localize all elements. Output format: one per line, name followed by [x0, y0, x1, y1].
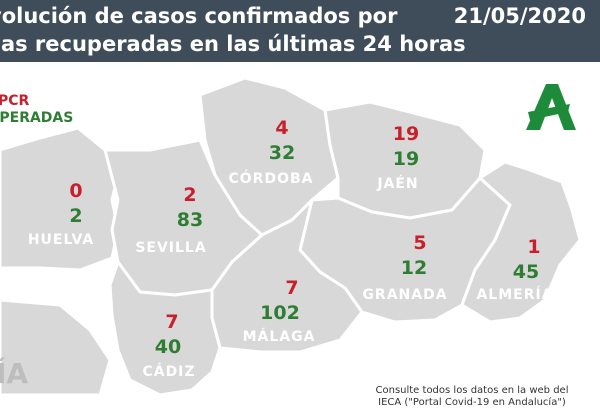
malaga-recovered: 102 [260, 302, 300, 324]
sevilla-pcr: 2 [183, 184, 197, 206]
almeria-pcr: 1 [527, 236, 541, 258]
huelva-recovered: 2 [69, 205, 83, 227]
footnote-line-1: Consulte todos los datos en la web del [375, 385, 569, 396]
portugal-strip [0, 298, 112, 397]
cadiz-pcr: 7 [165, 311, 179, 333]
jaen-pcr: 19 [392, 123, 420, 145]
cordoba-pcr: 4 [275, 117, 289, 139]
granada-recovered: 12 [400, 257, 428, 279]
legend-recovered: UPERADAS [0, 110, 74, 126]
almeria-recovered: 45 [512, 261, 540, 283]
province-shape-cadiz [108, 260, 222, 397]
province-shape-almeria [460, 160, 582, 324]
malaga-pcr: 7 [285, 277, 299, 299]
region-partial-label: ÍA [0, 357, 29, 390]
sevilla-recovered: 83 [176, 209, 204, 231]
cadiz-recovered: 40 [154, 336, 182, 358]
almeria-label: ALMERÍA [476, 287, 554, 303]
title-line-2: nas recuperadas en las últimas 24 horas [0, 32, 466, 56]
huelva-label: HUELVA [27, 232, 95, 248]
cordoba-recovered: 32 [268, 142, 296, 164]
cadiz-label: CÁDIZ [142, 364, 196, 380]
granada-pcr: 5 [413, 232, 427, 254]
footnote: Consulte todos los datos en la web del I… [366, 385, 578, 409]
malaga-label: MÁLAGA [242, 329, 316, 345]
sevilla-label: SEVILLA [135, 240, 207, 256]
legend-pcr: PCR [0, 93, 30, 109]
granada-label: GRANADA [362, 287, 448, 303]
junta-de-andalucia-logo-icon [526, 84, 576, 130]
header-bar: volución de casos confirmados por nas re… [0, 0, 600, 62]
date-label: 21/05/2020 [453, 4, 586, 28]
cordoba-label: CÓRDOBA [228, 171, 314, 187]
jaen-recovered: 19 [392, 148, 420, 170]
title-line-1: volución de casos confirmados por [0, 4, 398, 28]
huelva-pcr: 0 [69, 180, 83, 202]
footnote-line-2: IECA ("Portal Covid-19 en Andalucía") [378, 397, 566, 408]
jaen-label: JAÉN [377, 176, 419, 192]
